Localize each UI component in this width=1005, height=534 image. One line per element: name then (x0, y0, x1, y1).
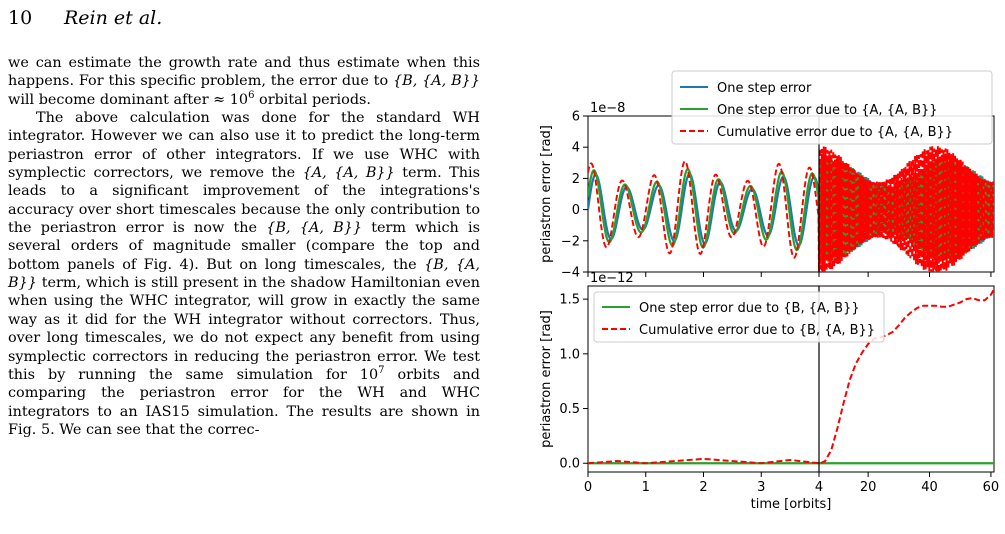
figure-svg: −4 −2 0 2 4 6 1e−8 periastron error [rad] One st… (539, 70, 1000, 512)
top-ytick-label: 2 (572, 172, 580, 187)
paragraph-1: we can estimate the growth rate and thus… (8, 54, 480, 109)
top-legend-label: Cumulative error due to {A, {A, B}} (717, 125, 953, 140)
bottom-xtick-label: 3 (757, 480, 765, 495)
bottom-ytick-label: 0.0 (559, 457, 580, 472)
bottom-ylabel: periastron error [rad] (539, 310, 554, 448)
top-series-line (588, 146, 994, 272)
text-run: term, which is still present in the shad… (8, 275, 480, 383)
bottom-xlabel: time [orbits] (751, 497, 832, 512)
bottom-legend-label: One step error due to {B, {A, B}} (639, 301, 860, 316)
top-plot-area (588, 146, 994, 272)
top-legend-label: One step error due to {A, {A, B}} (717, 103, 938, 118)
page-number: 10 (8, 7, 33, 29)
bottom-offset-label: 1e−12 (590, 271, 634, 286)
bottom-legend-label: Cumulative error due to {B, {A, B}} (639, 323, 875, 338)
text-run: term. This leads to a significant improv… (8, 165, 481, 237)
top-ytick-label: 0 (572, 203, 580, 218)
bottom-xtick-label: 1 (642, 480, 650, 495)
bottom-xtick-label: 40 (921, 480, 938, 495)
bottom-ytick-label: 1.0 (559, 347, 580, 362)
bottom-ytick-label: 1.5 (559, 293, 580, 308)
top-ytick-label: −2 (561, 234, 580, 249)
bottom-ytick-label: 0.5 (559, 402, 580, 417)
top-ytick-label: −4 (561, 266, 580, 281)
figure: −4 −2 0 2 4 6 1e−8 periastron error [rad] One st… (532, 70, 1002, 528)
page-header: 10 Rein et al. (8, 3, 162, 33)
top-legend-label: One step error (717, 81, 812, 96)
paragraph-2: The above calculation was done for the s… (8, 109, 480, 439)
text-run: we can estimate the growth rate and thus… (8, 55, 480, 90)
top-offset-label: 1e−8 (590, 101, 625, 116)
top-ytick-label: 4 (572, 141, 580, 156)
text-run: The above calculation was done for the s… (8, 110, 480, 182)
math-inline: {A, {A, B}} (302, 165, 395, 182)
bottom-xtick-label: 0 (584, 480, 592, 495)
bottom-legend (593, 291, 885, 343)
text-run: orbits and comparing the periastron erro… (8, 366, 480, 438)
math-inline: {B, {A, B}} (8, 256, 480, 292)
superscript: 6 (248, 89, 255, 101)
text-run: term which is several orders of magnitud… (8, 220, 480, 273)
bottom-axes-frame (587, 285, 995, 473)
text-run: will become dominant after ≈ 10 (8, 91, 249, 108)
top-ytick-label: 6 (572, 110, 580, 125)
text-run: orbital periods. (254, 91, 371, 108)
bottom-xtick-label: 20 (860, 480, 877, 495)
top-legend (671, 70, 993, 145)
math-inline: {B, {A, B}} (392, 73, 480, 90)
top-ylabel: periastron error [rad] (539, 125, 554, 263)
bottom-xtick-label: 4 (815, 480, 823, 495)
superscript: 7 (378, 365, 385, 377)
bottom-xtick-label: 2 (699, 480, 707, 495)
running-head: Rein et al. (64, 7, 163, 29)
bottom-xtick-label: 60 (983, 480, 1000, 495)
math-inline: {B, {A, B}} (266, 220, 363, 237)
body-text-column: we can estimate the growth rate and thus… (8, 54, 480, 439)
